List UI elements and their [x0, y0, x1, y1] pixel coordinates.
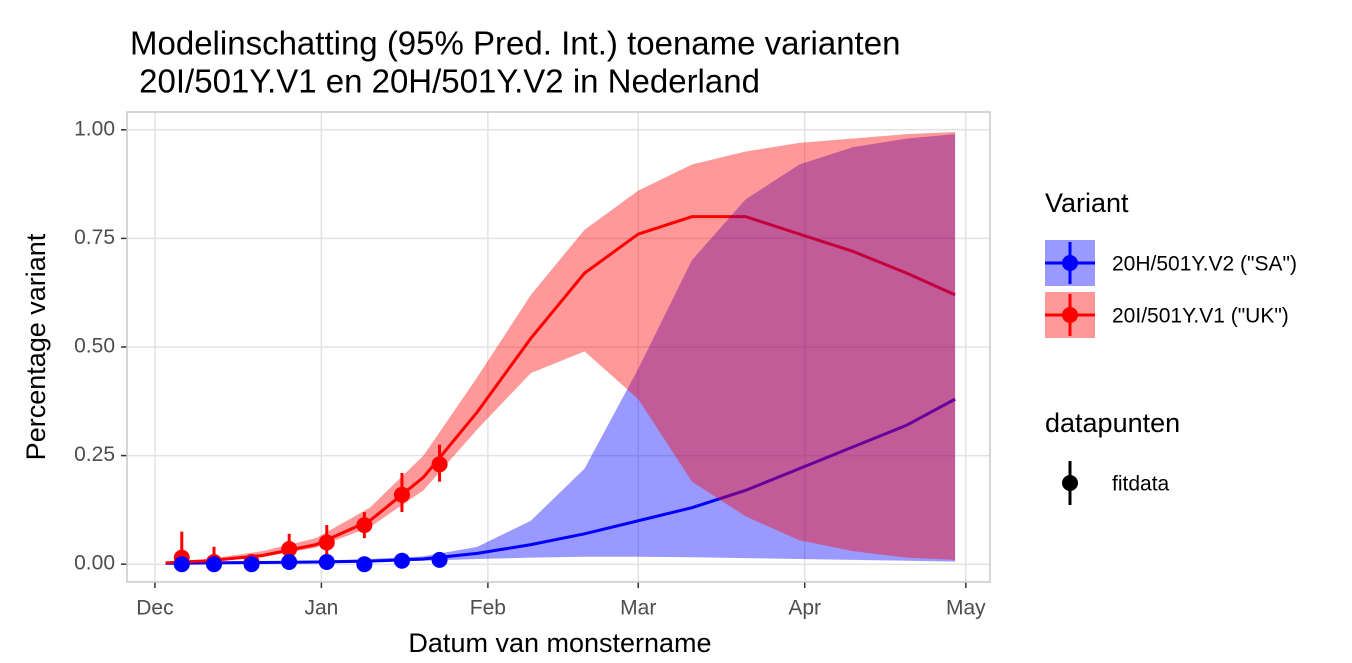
data-point	[173, 556, 190, 573]
x-tick-label: Dec	[136, 597, 173, 620]
legend-label: 20I/501Y.V1 ("UK")	[1112, 305, 1289, 328]
data-point	[393, 552, 410, 569]
plot-border	[126, 111, 991, 583]
data-point	[318, 554, 335, 571]
data-point	[281, 554, 298, 571]
data-point	[356, 556, 373, 573]
y-tick-label: 0.00	[74, 552, 115, 575]
x-tick-label: Feb	[470, 597, 506, 620]
legend-key	[1062, 255, 1078, 271]
x-tick-label: Apr	[788, 597, 821, 620]
legend-title: datapunten	[1045, 408, 1180, 438]
data-point	[205, 556, 222, 573]
x-tick-label: May	[946, 597, 986, 620]
legend-label: 20H/501Y.V2 ("SA")	[1112, 253, 1297, 276]
data-point	[431, 551, 448, 568]
data-point	[243, 556, 260, 573]
legend-label: fitdata	[1112, 473, 1170, 496]
y-tick-label: 0.25	[74, 443, 115, 466]
legend-title: Variant	[1045, 188, 1129, 218]
x-axis-label: Datum van monstername	[408, 628, 711, 658]
data-point	[356, 517, 373, 534]
legend-key	[1062, 475, 1078, 491]
data-point	[281, 540, 298, 557]
y-tick-label: 1.00	[74, 117, 115, 140]
prediction-ribbon	[165, 131, 956, 564]
data-point	[318, 534, 335, 551]
data-point	[431, 456, 448, 473]
y-axis-label: Percentage variant	[21, 233, 51, 460]
y-tick-label: 0.50	[74, 335, 115, 358]
x-tick-label: Jan	[304, 597, 338, 620]
data-point	[393, 486, 410, 503]
legend-key	[1062, 307, 1078, 323]
x-tick-label: Mar	[620, 597, 656, 620]
chart-title: Modelinschatting (95% Pred. Int.) toenam…	[130, 25, 900, 62]
y-tick-label: 0.75	[74, 226, 115, 249]
chart-title: 20I/501Y.V1 en 20H/501Y.V2 in Nederland	[130, 63, 760, 100]
prediction-ribbon	[165, 134, 956, 564]
